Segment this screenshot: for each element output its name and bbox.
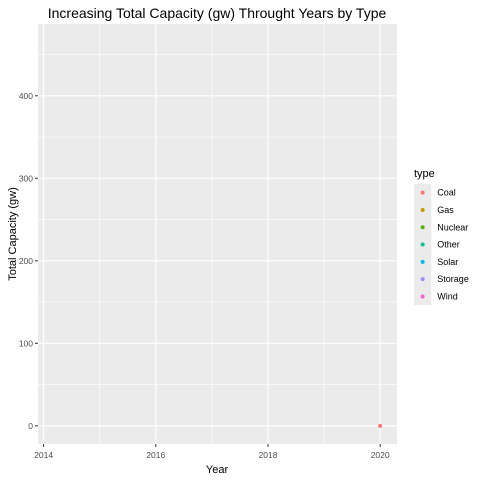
legend-label-wind: Wind — [437, 291, 458, 301]
legend-label-other: Other — [437, 240, 460, 250]
grid-lines — [38, 24, 397, 444]
y-tick-label: 300 — [19, 173, 33, 183]
legend-label-solar: Solar — [437, 257, 458, 267]
x-tick-label: 2018 — [259, 450, 278, 460]
legend-title: type — [414, 168, 435, 180]
x-tick-label: 2016 — [146, 450, 165, 460]
x-axis-title: Year — [206, 464, 229, 476]
x-tick-label: 2014 — [34, 450, 53, 460]
legend-label-nuclear: Nuclear — [437, 222, 468, 232]
y-axis-title: Total Capacity (gw) — [7, 187, 19, 281]
legend-key-other — [420, 242, 425, 247]
legend-key-wind — [420, 294, 425, 299]
x-axis-ticks: 2014 2016 2018 2020 — [34, 444, 390, 460]
legend-key-nuclear — [420, 225, 425, 230]
legend-label-gas: Gas — [437, 205, 454, 215]
plot-panel — [38, 24, 397, 444]
legend-label-storage: Storage — [437, 274, 469, 284]
y-tick-label: 200 — [19, 256, 33, 266]
y-tick-label: 100 — [19, 338, 33, 348]
y-tick-label: 400 — [19, 91, 33, 101]
legend: type Coal Gas Nuclear Other Solar Storage Wind — [414, 168, 469, 306]
legend-label-coal: Coal — [437, 188, 456, 198]
y-axis-ticks: 0 100 200 300 400 — [19, 91, 38, 431]
legend-key-solar — [420, 259, 425, 264]
chart-title: Increasing Total Capacity (gw) Throught … — [48, 5, 387, 21]
y-tick-label: 0 — [28, 421, 33, 431]
data-point-coal — [378, 423, 383, 428]
legend-key-storage — [420, 277, 425, 282]
x-tick-label: 2020 — [371, 450, 390, 460]
data-points — [378, 423, 383, 428]
legend-key-coal — [420, 190, 425, 195]
legend-key-gas — [420, 207, 425, 212]
